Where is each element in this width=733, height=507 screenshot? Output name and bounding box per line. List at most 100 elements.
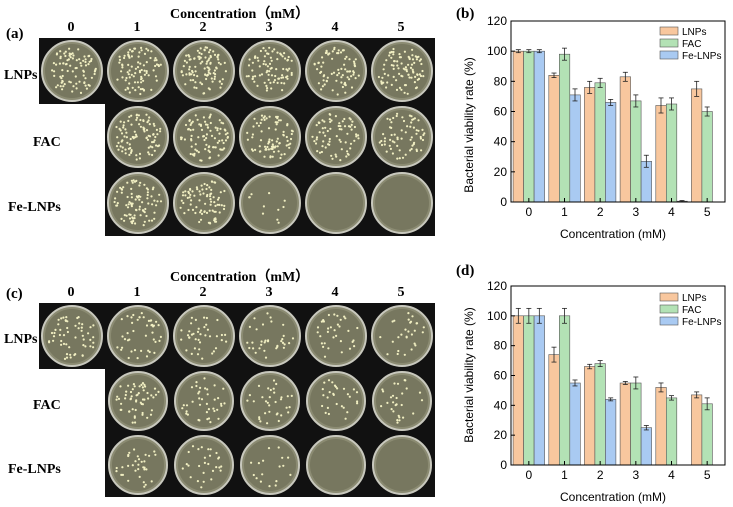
colony: [77, 48, 80, 51]
colony: [418, 391, 422, 394]
colony: [380, 405, 383, 408]
colony: [189, 476, 192, 479]
colony: [152, 186, 155, 189]
colony: [416, 73, 419, 76]
colony: [82, 344, 85, 347]
colony: [392, 53, 395, 56]
y-tick-label: 80: [494, 74, 508, 88]
col-label: 2: [199, 285, 207, 300]
colony: [323, 74, 326, 77]
colony: [149, 145, 152, 148]
colony: [269, 56, 272, 59]
colony: [189, 129, 192, 132]
colony: [322, 345, 325, 348]
colony: [329, 326, 332, 329]
colony: [133, 81, 137, 84]
colony: [218, 80, 222, 83]
colony: [391, 394, 395, 397]
legend-label: Fe-LNPs: [682, 317, 721, 328]
colony: [94, 67, 97, 70]
colony: [263, 145, 267, 148]
colony: [131, 321, 134, 324]
colony: [209, 203, 212, 206]
colony: [62, 334, 66, 337]
colony: [349, 147, 352, 150]
x-tick-label: 0: [525, 468, 532, 482]
colony: [263, 341, 266, 344]
colony: [146, 391, 149, 395]
colony: [147, 151, 150, 154]
colony: [60, 343, 63, 346]
colony: [392, 47, 395, 51]
colony: [421, 331, 424, 334]
colony: [266, 312, 269, 315]
x-tick-label: 4: [668, 205, 675, 219]
colony: [355, 133, 358, 136]
colony: [261, 396, 264, 399]
colony: [65, 316, 68, 319]
colony: [401, 392, 404, 395]
colony: [259, 49, 262, 53]
colony: [121, 473, 124, 476]
colony: [200, 184, 203, 187]
colony: [127, 119, 130, 122]
colony: [121, 150, 124, 153]
colony: [64, 54, 67, 58]
colony: [343, 125, 347, 128]
colony: [145, 355, 149, 358]
agar-surface: [375, 309, 429, 363]
colony: [156, 145, 160, 148]
y-tick-label: 60: [494, 369, 508, 383]
colony: [154, 393, 158, 396]
colony: [332, 393, 335, 396]
colony: [260, 130, 263, 133]
colony: [262, 62, 265, 66]
colony: [198, 220, 201, 224]
colony: [146, 121, 149, 124]
colony: [332, 336, 335, 339]
colony: [209, 113, 212, 116]
colony: [392, 64, 395, 67]
colony: [280, 81, 283, 85]
colony: [282, 323, 285, 326]
colony: [286, 59, 289, 62]
bar-lnps: [619, 382, 631, 466]
colony: [132, 313, 135, 317]
colony: [275, 140, 278, 143]
colony: [405, 68, 408, 71]
colony: [388, 54, 391, 57]
colony: [324, 126, 327, 129]
colony: [143, 130, 146, 133]
colony: [118, 55, 121, 58]
colony: [277, 150, 280, 153]
colony: [262, 459, 265, 462]
colony: [344, 317, 347, 320]
colony: [201, 60, 204, 63]
colony: [194, 148, 197, 151]
colony: [350, 123, 353, 126]
colony: [327, 347, 330, 350]
colony: [187, 450, 190, 454]
colony: [188, 68, 191, 71]
colony: [322, 61, 325, 64]
agar-surface: [45, 309, 99, 363]
colony: [256, 56, 259, 59]
colony: [283, 82, 286, 85]
colony: [421, 138, 425, 142]
colony: [66, 69, 69, 73]
colony: [217, 456, 221, 459]
colony: [336, 93, 339, 96]
colony: [222, 141, 225, 145]
colony: [412, 126, 415, 129]
colony: [210, 478, 213, 481]
agar-surface: [244, 375, 296, 427]
colony: [336, 387, 339, 390]
colony: [267, 387, 270, 390]
colony: [150, 394, 153, 397]
colony: [198, 390, 201, 393]
colony: [119, 408, 122, 411]
colony: [193, 194, 196, 197]
colony: [327, 412, 330, 416]
colony: [317, 82, 320, 85]
colony: [147, 74, 150, 77]
